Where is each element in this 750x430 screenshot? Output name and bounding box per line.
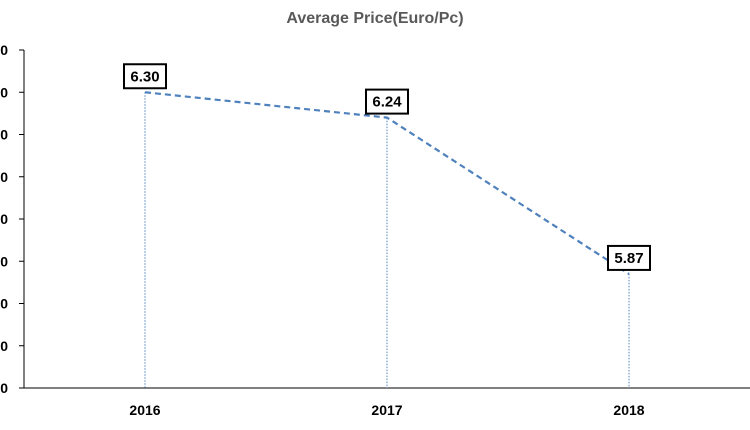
y-tick-label: 0 <box>0 253 8 269</box>
x-tick-label: 2017 <box>371 402 402 418</box>
y-tick-label: 0 <box>0 127 8 143</box>
data-label: 6.30 <box>130 68 159 85</box>
x-tick-label: 2016 <box>129 402 160 418</box>
y-tick-label: 0 <box>0 211 8 227</box>
y-tick-label: 0 <box>0 380 8 396</box>
data-label: 5.87 <box>614 250 643 267</box>
data-label: 6.24 <box>372 94 402 111</box>
y-tick-label: 0 <box>0 84 8 100</box>
data-label-box <box>365 88 409 115</box>
chart-title: Average Price(Euro/Pc) <box>286 10 464 27</box>
y-tick-label: 0 <box>0 42 8 58</box>
y-tick-label: 0 <box>0 169 8 185</box>
y-tick-label: 0 <box>0 338 8 354</box>
data-label-box <box>607 244 651 271</box>
data-label-box <box>123 63 167 90</box>
x-tick-label: 2018 <box>613 402 644 418</box>
y-tick-label: 0 <box>0 296 8 312</box>
series-line <box>144 91 630 275</box>
